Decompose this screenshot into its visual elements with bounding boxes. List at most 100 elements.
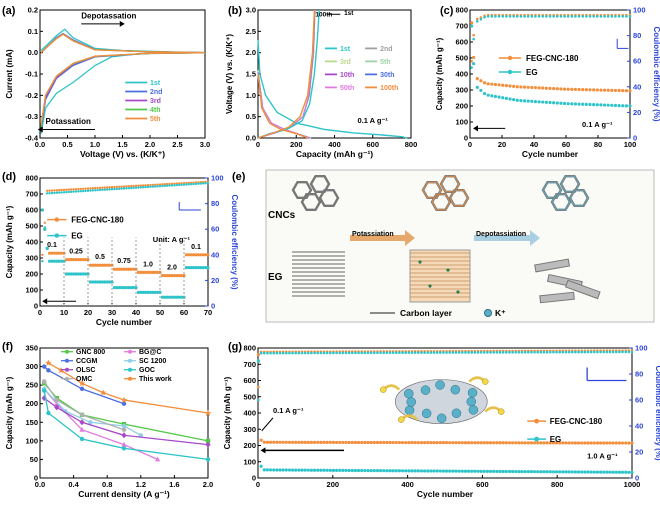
legend-marker <box>54 233 59 238</box>
capacity-point <box>501 96 505 100</box>
capacity-point <box>584 102 588 106</box>
x-tick-label: 0 <box>468 140 472 149</box>
capacity-point <box>492 441 496 445</box>
capacity-point <box>416 469 420 473</box>
capacity-point <box>344 440 348 445</box>
y-tick-label: 300 <box>455 86 468 95</box>
capacity-point <box>129 286 133 290</box>
ce-point <box>555 350 558 354</box>
ce-point <box>46 189 49 192</box>
ce-point <box>149 185 152 188</box>
ce-point <box>110 185 114 189</box>
capacity-point <box>570 470 574 474</box>
x-tick-label: 200 <box>327 480 340 489</box>
capacity-point <box>382 440 386 445</box>
y-tick-label: 0 <box>252 474 256 483</box>
capacity-point <box>50 259 54 263</box>
capacity-point <box>515 85 519 89</box>
rate-line <box>43 388 142 436</box>
chart-b: 0 200 400 600 800 0.0 0.5 1.0 1.5 2.0 2.5 3.0 Capaci… <box>225 6 417 160</box>
ce-point <box>470 66 473 69</box>
legend-label: This work <box>139 376 172 383</box>
y-tick-label: 0.0 <box>246 134 256 143</box>
legend-marker <box>65 367 69 372</box>
ce-point <box>84 187 87 190</box>
ce-point <box>610 15 614 18</box>
ce-point <box>596 350 599 354</box>
y2-tick-label: 80 <box>635 370 643 379</box>
capacity-point <box>448 441 452 445</box>
ce-point <box>313 351 316 355</box>
capacity-point <box>562 87 567 91</box>
marker <box>121 446 127 451</box>
capacity-point <box>448 469 452 473</box>
chart-a: 0.0 0.5 1.0 1.5 2.0 2.5 3.0 -0.4 -0.3 -0.2 -0.1 0.0… <box>5 6 210 160</box>
capacity-point <box>429 469 433 473</box>
ce-point <box>197 182 200 185</box>
capacity-point <box>497 83 501 87</box>
potassium-ion <box>406 397 417 407</box>
cv-curve <box>40 33 206 128</box>
y2-tick-label: 0 <box>635 474 639 483</box>
y2-axis-label: Coulombic efficiency (%) <box>654 365 660 460</box>
panel-e: CNCs EG Potassiation Depotassiation Carbon l… <box>265 169 655 323</box>
ce-point <box>335 351 338 355</box>
capacity-point <box>545 441 549 445</box>
capacity-point <box>517 469 521 474</box>
capacity-point <box>120 286 124 290</box>
capacity-point <box>294 440 298 444</box>
capacity-point <box>146 290 150 294</box>
electron <box>482 378 489 385</box>
ce-point <box>404 351 408 354</box>
potassium-ion <box>404 388 414 399</box>
capacity-point <box>100 263 104 267</box>
ce-point <box>50 189 54 192</box>
ce-point <box>476 351 480 354</box>
ce-point <box>142 186 145 189</box>
capacity-point <box>74 272 78 276</box>
ce-point <box>278 351 282 355</box>
capacity-point <box>526 470 530 474</box>
capacity-point <box>473 441 477 445</box>
capacity-point <box>199 266 203 270</box>
capacity-point <box>275 468 279 472</box>
legend-label: 10th <box>340 72 354 79</box>
capacity-point <box>554 470 559 474</box>
capacity-point <box>581 88 585 92</box>
capacity-point <box>309 468 314 472</box>
ce-point <box>91 187 95 190</box>
ce-point <box>608 350 612 354</box>
ce-point <box>394 351 398 355</box>
capacity-point <box>432 469 436 473</box>
ce-point <box>98 186 102 190</box>
ce-point <box>372 351 376 355</box>
capacity-point <box>55 259 59 263</box>
ce-point <box>479 351 483 354</box>
capacity-point <box>595 88 599 92</box>
capacity-point <box>196 253 200 257</box>
ce-point <box>77 187 80 191</box>
potassium-ion <box>451 408 462 419</box>
capacity-point <box>493 82 498 87</box>
ce-point <box>319 351 323 355</box>
capacity-point <box>589 470 593 474</box>
capacity-point <box>621 104 625 108</box>
x-tick-label: 1.5 <box>117 140 127 149</box>
capacity-point <box>482 91 487 96</box>
ce-point <box>122 187 126 190</box>
capacity-point <box>272 468 276 472</box>
potassium-ion <box>436 413 447 424</box>
capacity-point <box>529 441 534 445</box>
chart-d: 0 10 20 30 40 50 60 700100200300400500600700800… <box>5 174 239 328</box>
capacity-point <box>548 100 552 105</box>
ce-point <box>472 37 475 41</box>
ce-point <box>475 17 479 21</box>
rate-line <box>43 381 125 431</box>
capacity-point <box>537 100 541 104</box>
ce-point <box>537 15 541 18</box>
ce-point <box>413 351 417 354</box>
depotassiation-arrow <box>474 230 540 246</box>
capacity-point <box>378 469 383 473</box>
capacity-point <box>541 86 545 90</box>
ce-point <box>134 184 138 188</box>
